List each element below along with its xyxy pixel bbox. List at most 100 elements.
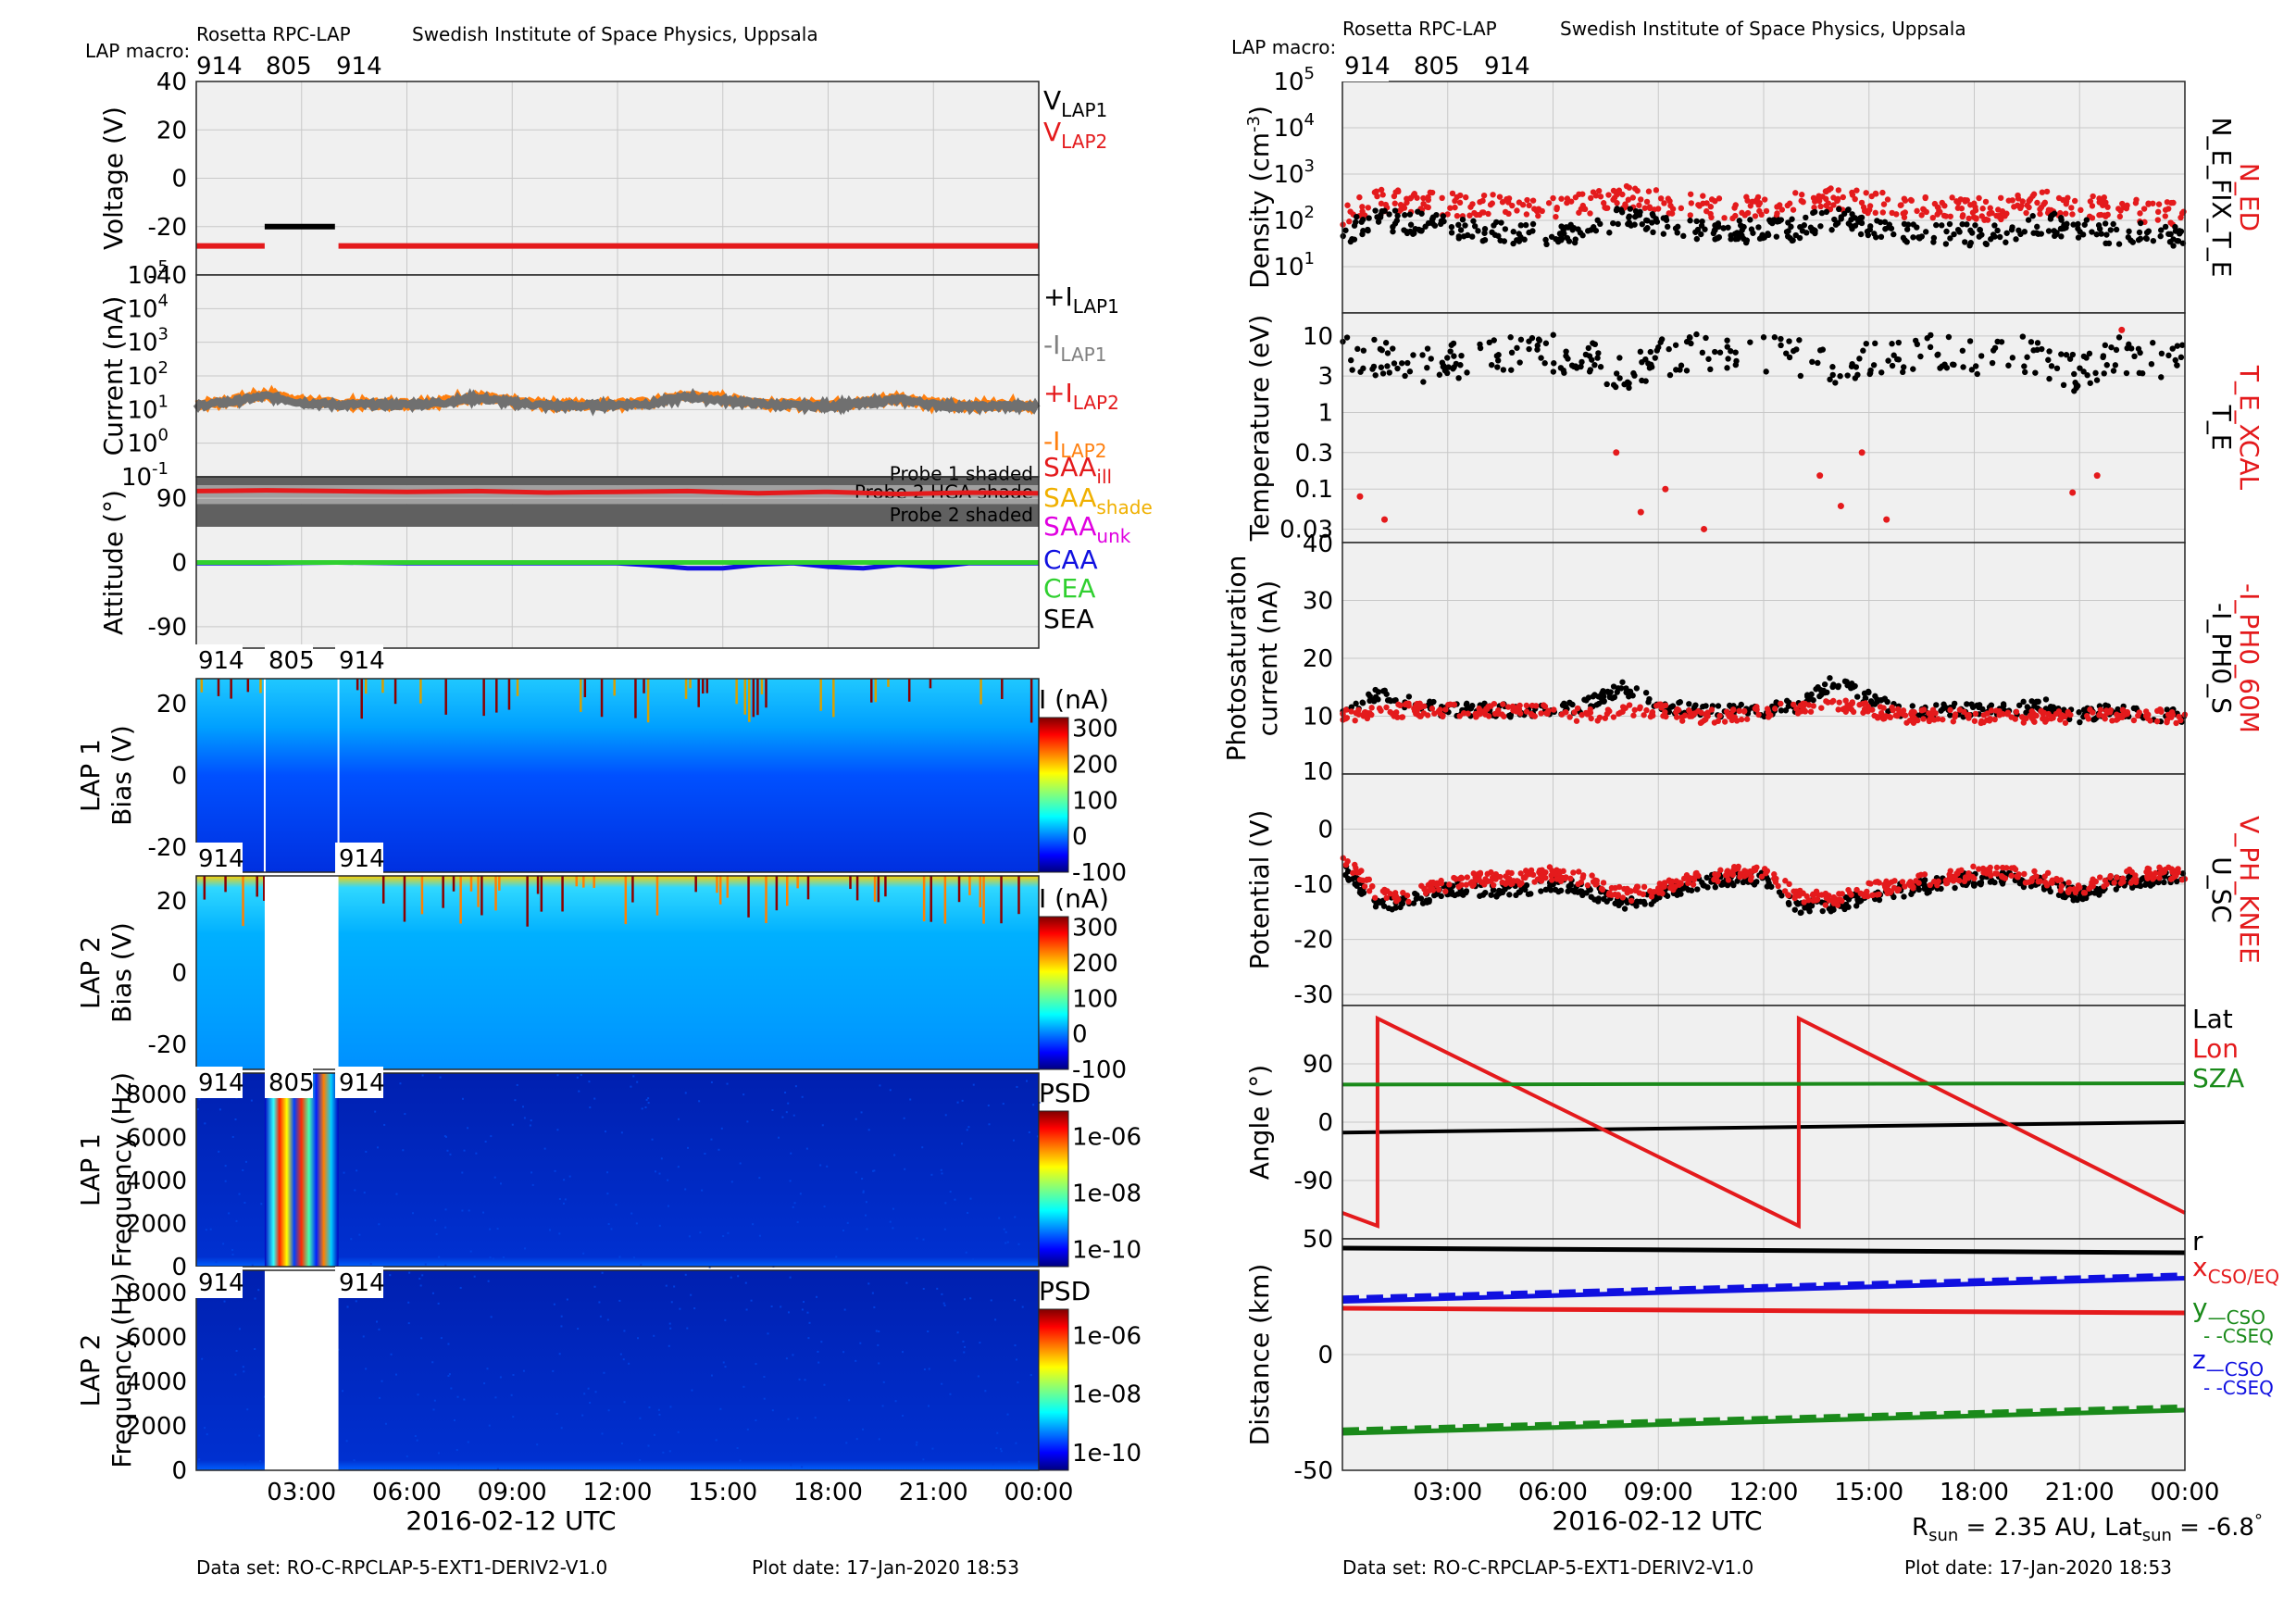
potential-point-V_PH_KNEE bbox=[1391, 890, 1399, 896]
lap1_freq-speckle bbox=[576, 1076, 579, 1079]
photosat-point--I_PH0_60M bbox=[2087, 706, 2093, 713]
attitude-legend-1: SAAshade bbox=[1043, 482, 1153, 518]
density-point-N_E_FIX_T_E bbox=[2015, 227, 2022, 234]
density-point-N_E_FIX_T_E bbox=[1406, 211, 1414, 218]
density-point-N_ED bbox=[1535, 212, 1541, 219]
density-point-N_ED bbox=[1449, 190, 1456, 197]
density-point-N_ED bbox=[2023, 209, 2029, 217]
temperature-point-T_E bbox=[1613, 370, 1620, 377]
lap2_freq-speckle bbox=[420, 1337, 423, 1340]
potential-point-V_PH_KNEE bbox=[2041, 879, 2049, 886]
lap2_bias-burst bbox=[943, 876, 947, 924]
photosat-point--I_PH0_60M bbox=[2096, 712, 2103, 718]
density-point-N_E_FIX_T_E bbox=[2170, 243, 2177, 249]
temperature-ytick: 1 bbox=[1317, 400, 1333, 428]
density-point-N_E_FIX_T_E bbox=[1393, 218, 1401, 224]
voltage-legend-0: VLAP1 bbox=[1043, 85, 1107, 121]
temperature-point-T_E bbox=[1597, 364, 1604, 370]
potential-point-V_PH_KNEE bbox=[1987, 864, 1993, 871]
potential-point-V_PH_KNEE bbox=[1731, 863, 1738, 870]
lap1_freq-speckle bbox=[209, 1228, 212, 1230]
lap1_freq-speckle bbox=[1002, 1103, 1004, 1106]
photosat-point--I_PH0_60M bbox=[1753, 704, 1760, 710]
density-point-N_ED bbox=[2098, 211, 2104, 219]
density-point-N_E_FIX_T_E bbox=[1418, 210, 1425, 217]
photosat-point--I_PH0_S bbox=[1968, 701, 1975, 707]
density-point-N_ED bbox=[1545, 200, 1553, 206]
photosat-point--I_PH0_S bbox=[1619, 679, 1626, 685]
density-point-N_E_FIX_T_E bbox=[1632, 207, 1640, 215]
density-point-N_E_FIX_T_E bbox=[2102, 220, 2109, 227]
lap1_freq-speckle bbox=[218, 1150, 220, 1153]
lap2_freq-speckle bbox=[679, 1307, 681, 1310]
lap2_freq-speckle bbox=[931, 1447, 934, 1450]
density-point-N_ED bbox=[1397, 201, 1404, 208]
potential-point-U_SC bbox=[1525, 891, 1532, 897]
density-point-N_E_FIX_T_E bbox=[1613, 206, 1620, 214]
temperature-point-T_E bbox=[1786, 338, 1792, 344]
lap1_freq-speckle bbox=[710, 1081, 713, 1083]
lap2_freq-speckle bbox=[902, 1415, 905, 1418]
lap2_freq-speckle bbox=[742, 1385, 745, 1388]
potential-point-U_SC bbox=[1523, 881, 1530, 889]
lap2_bias-colorbar-tick: -100 bbox=[1072, 1056, 1127, 1084]
density-point-N_E_FIX_T_E bbox=[1755, 224, 1762, 231]
density-point-N_E_FIX_T_E bbox=[1939, 222, 1945, 229]
lap2_freq-speckle bbox=[1017, 1381, 1019, 1384]
lap1_freq-speckle bbox=[698, 1100, 701, 1103]
lap2_bias-burst bbox=[203, 876, 206, 900]
lap2_freq-speckle bbox=[496, 1468, 499, 1470]
density-point-N_E_FIX_T_E bbox=[2013, 236, 2019, 243]
lap2_freq-speckle bbox=[763, 1397, 766, 1400]
density-point-N_ED bbox=[1914, 207, 1920, 215]
potential-point-U_SC bbox=[1841, 903, 1849, 910]
lap1_bias-burst bbox=[684, 679, 688, 699]
lap2_freq-speckle bbox=[1021, 1305, 1024, 1308]
lap1_freq-speckle bbox=[1025, 1080, 1028, 1082]
temperature-point-T_E bbox=[1705, 356, 1712, 362]
temperature-ytick-bottom: 40 bbox=[1303, 531, 1333, 558]
photosat-point--I_PH0_60M bbox=[1772, 706, 1778, 712]
potential-point-U_SC bbox=[2047, 888, 2053, 895]
potential-point-V_PH_KNEE bbox=[1942, 877, 1950, 884]
lap2_freq-speckle bbox=[454, 1418, 456, 1421]
density-point-N_ED bbox=[2055, 194, 2063, 202]
density-point-N_ED bbox=[1708, 196, 1716, 203]
density-point-N_ED bbox=[1636, 202, 1642, 208]
lap1_freq-speckle bbox=[739, 1162, 742, 1165]
density-point-N_ED bbox=[1447, 205, 1454, 211]
density-point-N_ED bbox=[2162, 213, 2168, 219]
temperature-point-T_E bbox=[2112, 362, 2119, 369]
temperature-point-T_E bbox=[1968, 367, 1976, 373]
potential-ytick: -20 bbox=[1294, 927, 1333, 955]
density-point-N_ED bbox=[1564, 199, 1570, 206]
lap1_freq-speckle bbox=[1006, 1241, 1009, 1243]
lap2_freq-speckle bbox=[467, 1441, 469, 1443]
lap2_freq-speckle bbox=[867, 1282, 870, 1285]
potential-point-U_SC bbox=[1703, 874, 1710, 881]
density-point-N_E_FIX_T_E bbox=[1878, 233, 1885, 241]
lap1_freq-speckle bbox=[684, 1092, 687, 1094]
temperature-point-T_E bbox=[1551, 360, 1557, 367]
lap2_bias-burst bbox=[452, 876, 455, 892]
lap2_freq-speckle bbox=[456, 1395, 459, 1398]
temperature-point-T_E bbox=[2131, 353, 2138, 360]
density-point-N_E_FIX_T_E bbox=[1558, 235, 1566, 243]
photosat-point--I_PH0_60M bbox=[1965, 711, 1972, 718]
potential-point-U_SC bbox=[1616, 902, 1622, 909]
density-point-N_ED bbox=[1378, 200, 1385, 207]
potential-point-V_PH_KNEE bbox=[2119, 877, 2126, 883]
photosat-point--I_PH0_60M bbox=[1495, 710, 1502, 718]
photosat-point--I_PH0_60M bbox=[1516, 702, 1523, 709]
lap2_freq-speckle bbox=[488, 1424, 491, 1427]
temperature-point-T_E bbox=[1816, 347, 1824, 354]
lap2_freq-speckle bbox=[715, 1439, 718, 1442]
lap2_freq-speckle bbox=[845, 1442, 848, 1444]
attitude-band-2 bbox=[196, 504, 1039, 527]
photosat-point--I_PH0_60M bbox=[1636, 706, 1643, 712]
temperature-point-T_E bbox=[2019, 333, 2027, 340]
lap2_freq-speckle bbox=[922, 1458, 925, 1461]
lap2_freq-speckle bbox=[1029, 1374, 1032, 1377]
photosat-point--I_PH0_S bbox=[1848, 685, 1854, 692]
density-point-N_E_FIX_T_E bbox=[1639, 220, 1645, 228]
